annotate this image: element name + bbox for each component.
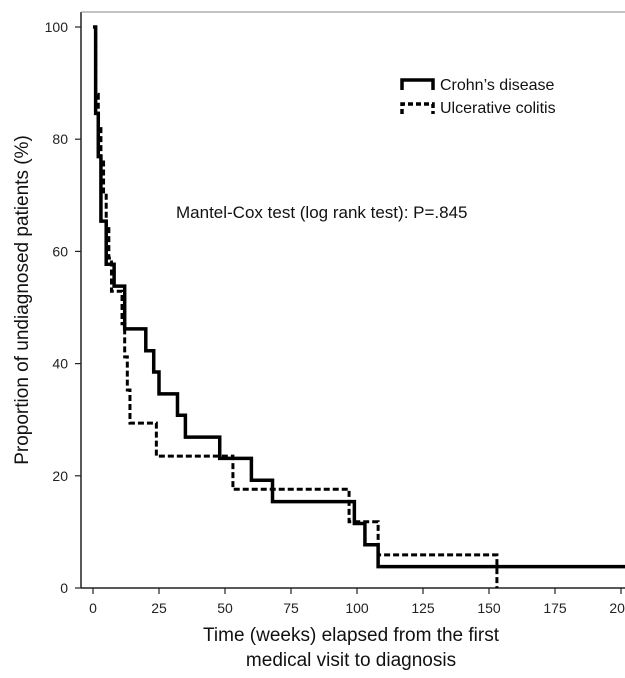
statistical-test-annotation: Mantel-Cox test (log rank test): P=.845 [176,203,468,222]
axes [80,11,625,589]
x-axis-title-line-2: medical visit to diagnosis [246,650,456,671]
y-tick-label: 60 [52,243,68,259]
x-tick-label: 175 [543,600,567,616]
y-tick-label: 40 [52,356,68,372]
x-tick-label: 150 [477,600,501,616]
x-tick-label: 100 [345,600,369,616]
y-ticks: 0 20 40 60 80 100 [45,19,81,596]
series-line-crohns-disease [93,25,625,569]
legend-swatch-uc [400,102,435,114]
series-line-ulcerative-colitis [93,25,499,588]
x-ticks: 0 25 50 75 100 125 150 175 200 [89,588,625,616]
series-layer [93,25,625,588]
x-tick-label: 200 [609,600,625,616]
y-tick-label: 0 [60,580,68,596]
x-tick-label: 125 [411,600,435,616]
legend-label-crohns: Crohn’s disease [440,77,555,94]
x-tick-label: 75 [283,600,299,616]
y-axis-title: Proportion of undiagnosed patients (%) [12,135,33,465]
legend-label-uc: Ulcerative colitis [440,100,556,117]
x-tick-label: 25 [151,600,167,616]
y-tick-label: 100 [45,19,69,35]
y-tick-label: 20 [52,468,68,484]
x-axis-title-line-1: Time (weeks) elapsed from the first [203,625,500,646]
x-tick-label: 50 [217,600,233,616]
y-tick-label: 80 [52,131,68,147]
legend-swatch-crohns [400,78,435,90]
x-tick-label: 0 [89,600,97,616]
legend: Crohn’s disease Ulcerative colitis [400,77,556,117]
